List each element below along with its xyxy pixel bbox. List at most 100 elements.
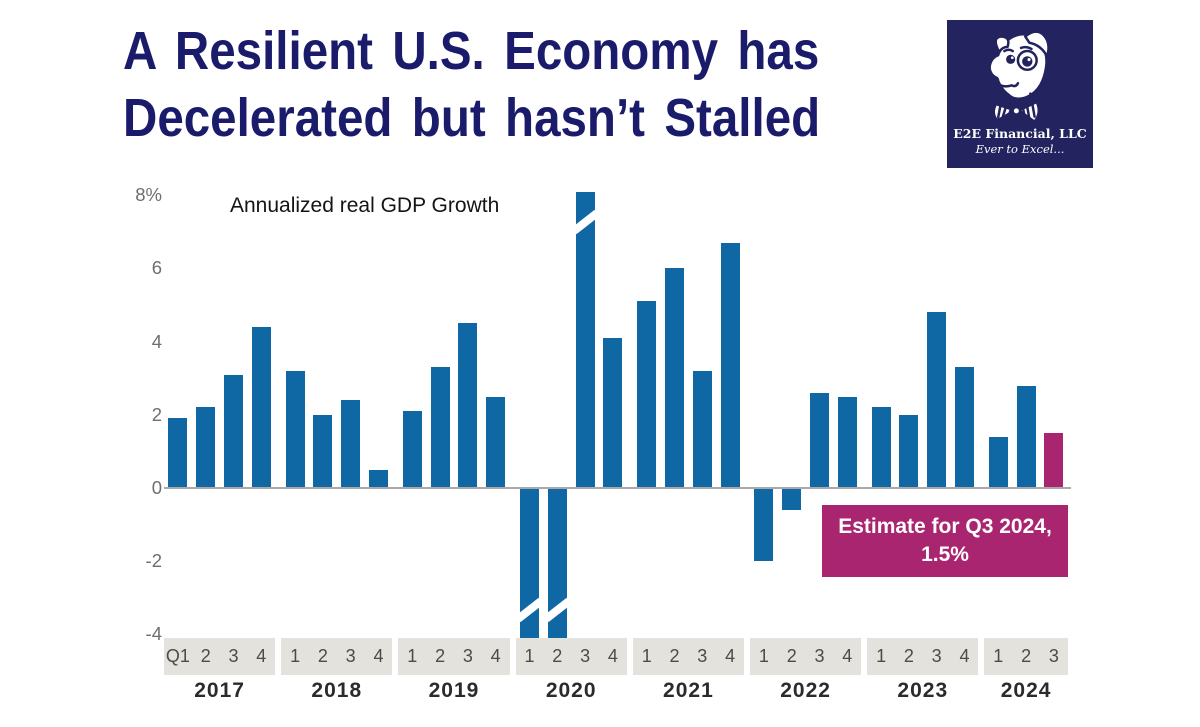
bar-2019-q2 — [430, 367, 450, 488]
quarter-label: 2 — [786, 646, 797, 666]
quarter-cell — [309, 186, 337, 638]
year-group-2018 — [281, 186, 392, 638]
year-group-2022 — [750, 186, 861, 638]
quarter-cell — [895, 186, 923, 638]
axis-break-icon — [543, 597, 572, 623]
quarter-label: 3 — [931, 646, 942, 666]
quarter-label: 3 — [345, 646, 356, 666]
estimate-annotation-line1: Estimate for Q3 2024, — [838, 515, 1052, 538]
bar-2024-q3 — [1044, 433, 1064, 488]
axis-break-icon — [515, 597, 544, 623]
estimate-annotation-line2: 1.5% — [921, 543, 969, 566]
quarter-cell — [247, 186, 275, 638]
quarter-cell — [833, 186, 861, 638]
bar-2022-q2 — [782, 488, 802, 510]
quarter-cell — [365, 186, 393, 638]
year-group-2023 — [867, 186, 978, 638]
bar-2021-q3 — [692, 370, 712, 488]
logo-tagline: Ever to Excel... — [975, 142, 1065, 156]
slide-title-line2: Decelerated but hasn’t Stalled — [123, 88, 821, 148]
year-group-2019 — [398, 186, 509, 638]
quarter-label: 2 — [317, 646, 328, 666]
slide-title-line1: A Resilient U.S. Economy has — [123, 21, 820, 81]
quarter-label: 3 — [697, 646, 708, 666]
year-label: 2024 — [1000, 679, 1052, 702]
bar-2022-q1 — [754, 488, 774, 562]
quarter-label: 2 — [552, 646, 563, 666]
quarter-label: 2 — [435, 646, 446, 666]
quarter-cell — [164, 186, 192, 638]
bar-2021-q2 — [664, 268, 684, 488]
bar-2019-q1 — [402, 411, 422, 488]
x-axis-group-2021: 1 2 3 4 2021 — [632, 638, 744, 708]
quarter-cell — [337, 186, 365, 638]
year-group-2024 — [984, 186, 1067, 638]
quarter-cell — [867, 186, 895, 638]
quarter-cell — [716, 186, 744, 638]
quarter-label: 1 — [407, 646, 418, 666]
y-tick-label: 0 — [151, 477, 162, 498]
bar-2017-q3 — [223, 374, 243, 488]
year-group-2017 — [164, 186, 275, 638]
year-label: 2019 — [428, 679, 480, 702]
y-tick-label: 8% — [135, 184, 162, 206]
bar-2024-q2 — [1016, 385, 1036, 488]
quarter-label: 1 — [641, 646, 652, 666]
quarter-cell — [426, 186, 454, 638]
axis-break-icon — [571, 209, 599, 234]
quarter-cell — [1012, 186, 1040, 638]
quarter-cell — [398, 186, 426, 638]
quarter-cell — [661, 186, 689, 638]
slide-title: A Resilient U.S. Economy has Decelerated… — [123, 18, 820, 152]
bar-2018-q3 — [341, 400, 361, 488]
year-group-2020 — [515, 186, 627, 639]
bar-chart-plot — [164, 186, 1068, 639]
quarter-label: 2 — [669, 646, 680, 666]
quarter-label: 4 — [842, 646, 853, 666]
quarter-band: Q1 2 3 4 — [164, 638, 276, 675]
y-tick-label: 6 — [151, 257, 162, 279]
year-label: 2020 — [545, 679, 597, 702]
quarter-cell — [220, 186, 248, 638]
y-tick-label: -2 — [145, 550, 162, 572]
x-axis-group-2018: 1 2 3 4 2018 — [281, 638, 393, 708]
quarter-label: 3 — [814, 646, 825, 666]
bar-2021-q1 — [637, 301, 657, 488]
quarter-label: 4 — [373, 646, 384, 666]
company-logo: E2E Financial, LLC Ever to Excel... — [947, 20, 1093, 168]
year-label: 2021 — [663, 679, 714, 702]
quarter-label: 4 — [256, 646, 267, 666]
bar-2017-q4 — [251, 326, 271, 488]
quarter-cell — [599, 186, 627, 638]
quarter-label: 4 — [959, 646, 970, 666]
bar-2020-q3 — [571, 191, 599, 488]
x-axis-group-2017: Q1 2 3 4 2017 — [164, 638, 276, 708]
bar-2018-q2 — [313, 414, 333, 488]
quarter-cell — [806, 186, 834, 638]
bar-2023-q4 — [954, 367, 974, 488]
x-axis-group-2020: 1 2 3 4 2020 — [515, 638, 627, 708]
quarter-cell — [454, 186, 482, 638]
bar-2023-q3 — [927, 312, 947, 488]
quarter-cell — [923, 186, 951, 638]
bar-2017-q2 — [196, 407, 216, 488]
year-label: 2022 — [780, 679, 831, 702]
quarter-label: 1 — [876, 646, 887, 666]
bar-2020-q4 — [603, 337, 623, 488]
quarter-label: 4 — [725, 646, 736, 666]
bar-2023-q2 — [899, 414, 919, 488]
year-group-2021 — [633, 186, 744, 638]
quarter-label: 2 — [903, 646, 914, 666]
quarter-cell — [1040, 186, 1068, 638]
bar-2018-q1 — [285, 370, 305, 488]
quarter-label: 3 — [580, 646, 591, 666]
zero-baseline — [164, 487, 1071, 489]
quarter-label: 1 — [993, 646, 1004, 666]
quarter-label: 4 — [490, 646, 501, 666]
quarter-label: 1 — [290, 646, 301, 666]
